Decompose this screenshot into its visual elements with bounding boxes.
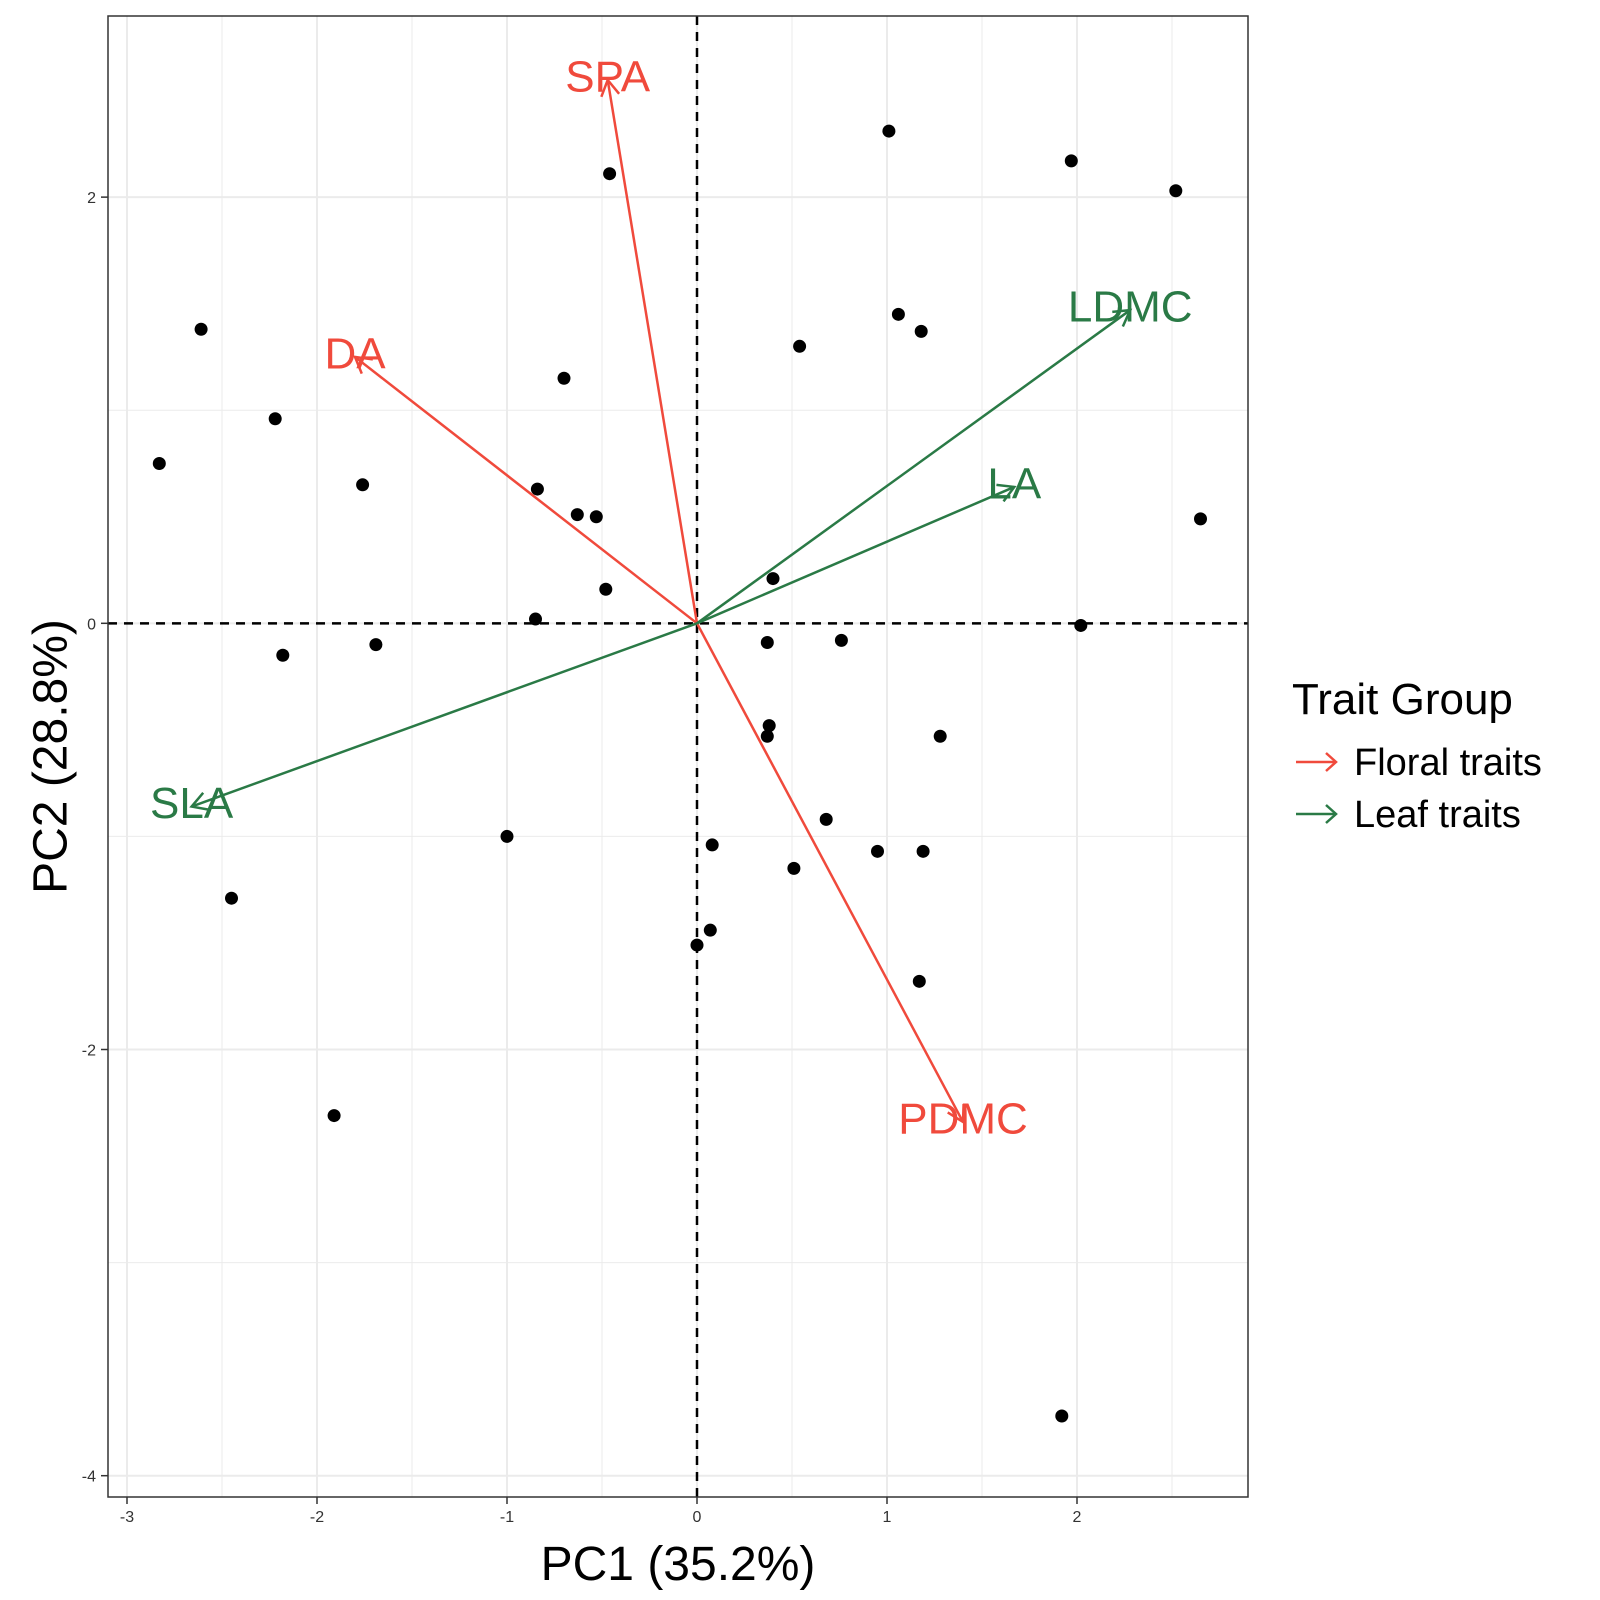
sample-points [152, 124, 1207, 1423]
data-point [356, 478, 370, 492]
legend: Trait Group Floral traits Leaf traits [1292, 675, 1542, 836]
data-point [268, 412, 282, 426]
data-point [1064, 154, 1078, 168]
y-tick-label: 2 [87, 190, 96, 207]
legend-item-leaf-traits: Leaf traits [1296, 794, 1521, 836]
data-point [194, 322, 208, 336]
data-point [1074, 618, 1088, 632]
data-point [369, 638, 383, 652]
data-point [766, 572, 780, 586]
axes: -3 -2 -1 0 1 2 -4 -2 0 2 [82, 190, 1082, 1526]
vector-pdmc [695, 622, 965, 1123]
grid [108, 16, 1248, 1497]
trait-vector-labels: SPA DA PDMC LDMC LA SLA [150, 53, 1193, 1144]
x-tick-label: -2 [310, 1509, 324, 1526]
y-tick-label: 0 [87, 616, 96, 633]
data-point [589, 510, 603, 524]
data-point [530, 482, 544, 496]
reference-lines [108, 16, 1248, 1497]
data-point [760, 635, 774, 649]
trait-vectors [189, 77, 1133, 1125]
vector-arrowhead-sla [189, 791, 210, 811]
y-tick-label: -4 [82, 1469, 96, 1486]
plot-panel-background [108, 16, 1248, 1497]
legend-label: Leaf traits [1354, 794, 1521, 836]
legend-key-arrowhead [1325, 752, 1338, 772]
data-point [793, 339, 807, 353]
data-point [152, 456, 166, 470]
vector-label-pdmc: PDMC [898, 1095, 1028, 1144]
vector-ldmc [696, 309, 1131, 625]
data-point [1194, 512, 1207, 526]
vector-label-da: DA [324, 330, 386, 379]
x-tick-label: 2 [1073, 1509, 1082, 1526]
vector-la [696, 485, 1015, 625]
data-point [933, 729, 947, 743]
data-point [225, 891, 238, 905]
data-point [599, 582, 613, 596]
vector-label-ldmc: LDMC [1068, 283, 1193, 332]
data-point [705, 838, 719, 852]
legend-item-floral-traits: Floral traits [1296, 742, 1542, 784]
plot-panel-border [107, 15, 1249, 1498]
data-point [834, 633, 848, 647]
y-axis-title: PC2 (28.8%) [25, 619, 78, 894]
data-point [760, 729, 774, 743]
data-point [916, 844, 930, 858]
vector-label-la: LA [987, 460, 1041, 509]
data-point [500, 829, 514, 843]
x-tick-label: -3 [120, 1509, 134, 1526]
x-tick-label: 0 [693, 1509, 702, 1526]
data-point [1169, 184, 1183, 198]
data-point [690, 938, 704, 952]
vector-label-spa: SPA [565, 53, 650, 102]
vector-da [354, 355, 698, 625]
x-axis-title: PC1 (35.2%) [541, 1538, 816, 1591]
vector-spa [606, 79, 699, 624]
data-point [1055, 1409, 1069, 1423]
data-point [912, 974, 926, 988]
legend-label: Floral traits [1354, 742, 1542, 784]
data-point [882, 124, 896, 138]
data-point [703, 923, 717, 937]
data-point [762, 719, 776, 733]
vector-arrowhead-pdmc [947, 1103, 965, 1125]
x-tick-label: 1 [883, 1509, 892, 1526]
data-point [603, 167, 617, 181]
data-point [557, 371, 571, 385]
legend-items: Floral traits Leaf traits [1296, 742, 1542, 836]
data-point [570, 508, 584, 522]
vector-arrowhead-la [996, 483, 1017, 503]
vector-arrowhead-spa [600, 77, 621, 98]
data-point [914, 324, 928, 338]
data-point [871, 844, 884, 858]
vector-label-sla: SLA [150, 779, 234, 828]
data-point [891, 307, 905, 321]
legend-key-arrowhead [1325, 804, 1338, 824]
x-tick-label: -1 [500, 1509, 514, 1526]
data-point [276, 648, 290, 662]
vector-arrowhead-ldmc [1112, 308, 1133, 328]
data-point [529, 612, 542, 626]
vector-sla [191, 622, 698, 808]
data-point [819, 812, 833, 826]
y-tick-label: -2 [82, 1043, 96, 1060]
data-point [327, 1109, 341, 1123]
vector-arrowhead-da [353, 355, 374, 375]
legend-title: Trait Group [1292, 675, 1513, 724]
data-point [787, 861, 801, 875]
